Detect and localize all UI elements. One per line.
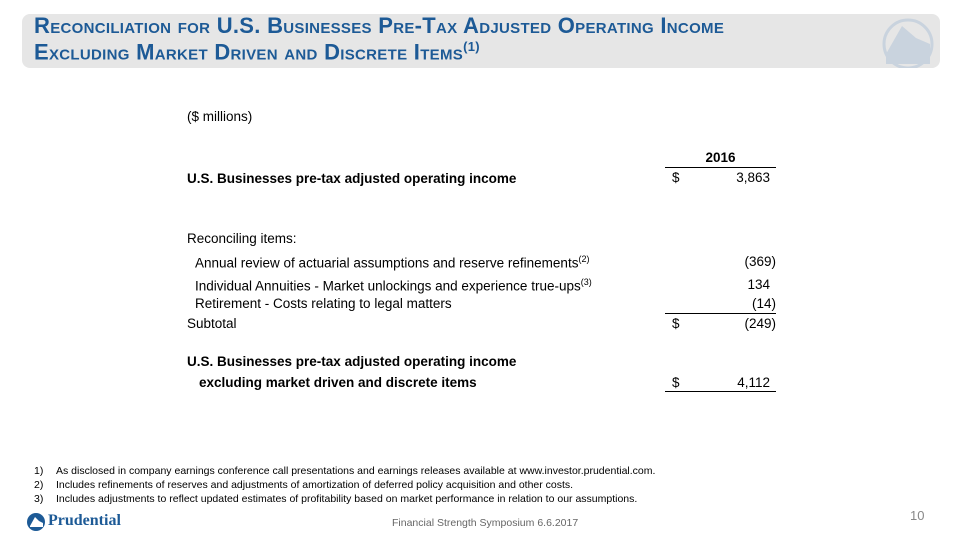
footnote-marker: 3) (34, 493, 44, 505)
rule (665, 313, 776, 314)
title-note: (1) (463, 39, 480, 54)
column-header: 2016 (705, 150, 736, 165)
row-label: Retirement - Costs relating to legal mat… (195, 296, 452, 311)
page-number: 10 (910, 508, 925, 523)
row-label: Individual Annuities - Market unlockings… (195, 277, 592, 294)
rule (665, 391, 776, 392)
footnote: 2) Includes refinements of reserves and a… (34, 479, 573, 491)
header-bar (22, 14, 940, 68)
logo-text: Prudential (48, 512, 121, 529)
value: (14) (751, 296, 776, 311)
logo-watermark (882, 18, 934, 68)
footnote: 1) As disclosed in company earnings confe… (34, 465, 655, 477)
title-line: Reconciliation for U.S. Businesses Pre-T… (34, 13, 725, 38)
logo-icon (27, 513, 45, 531)
value: 134 (747, 277, 770, 292)
footnote: 3) Includes adjustments to reflect update… (34, 493, 637, 505)
row-label: excluding market driven and discrete ite… (199, 375, 477, 390)
value: 4,112 (737, 375, 770, 390)
row-label: Subtotal (187, 316, 237, 331)
footnote-text: Includes adjustments to reflect updated … (56, 493, 638, 505)
title-line: Excluding Market Driven and Discrete Ite… (34, 39, 480, 65)
note: (2) (578, 254, 590, 264)
row-label: U.S. Businesses pre-tax adjusted operati… (187, 354, 517, 369)
label-text: Individual Annuities - Market unlockings… (195, 278, 581, 294)
note: (3) (580, 277, 592, 287)
label-text: Annual review of actuarial assumptions a… (195, 255, 579, 271)
currency: $ (672, 170, 680, 185)
value: (249) (744, 316, 776, 331)
currency: $ (672, 375, 680, 390)
title-text: Excluding Market Driven and Discrete Ite… (34, 39, 464, 65)
row-label: Annual review of actuarial assumptions a… (195, 254, 589, 271)
value: 3,863 (736, 170, 770, 185)
footnote-marker: 1) (34, 465, 44, 477)
rule (665, 167, 776, 168)
units: ($ millions) (187, 109, 253, 124)
footer-event: Financial Strength Symposium 6.6.2017 (392, 517, 579, 529)
row-label: U.S. Businesses pre-tax adjusted operati… (187, 171, 517, 186)
value: (369) (744, 254, 776, 269)
footnote-marker: 2) (34, 479, 44, 491)
row-label: Reconciling items: (187, 231, 297, 246)
currency: $ (672, 316, 680, 331)
footnote-text: Includes refinements of reserves and adj… (56, 479, 574, 491)
footnote-text: As disclosed in company earnings confere… (56, 465, 656, 477)
